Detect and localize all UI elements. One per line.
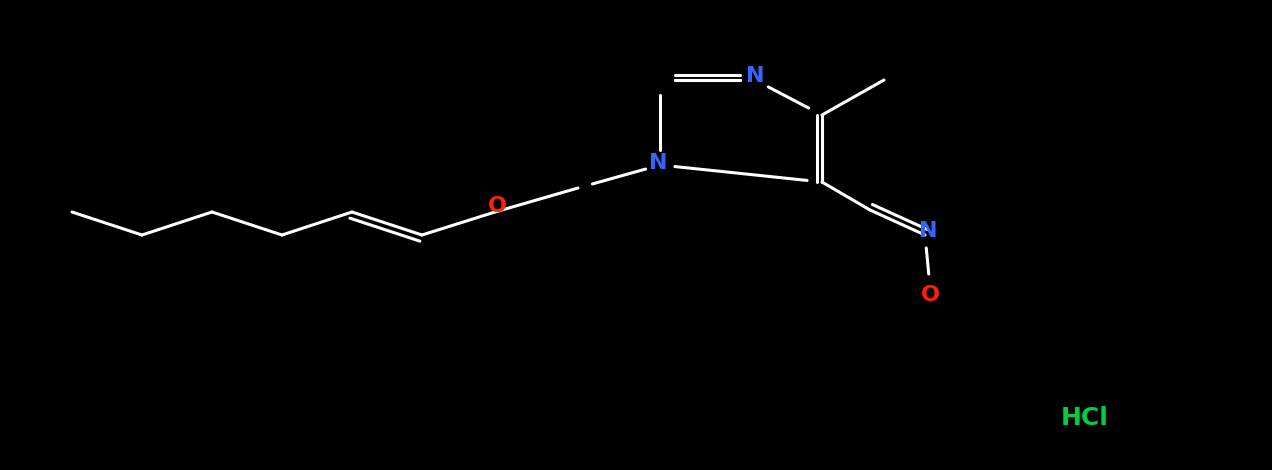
Text: N: N [649, 153, 668, 173]
Text: N: N [918, 221, 937, 241]
Text: N: N [745, 66, 764, 86]
Text: HCl: HCl [1061, 406, 1109, 430]
Text: O: O [921, 285, 940, 305]
Text: O: O [487, 196, 506, 216]
